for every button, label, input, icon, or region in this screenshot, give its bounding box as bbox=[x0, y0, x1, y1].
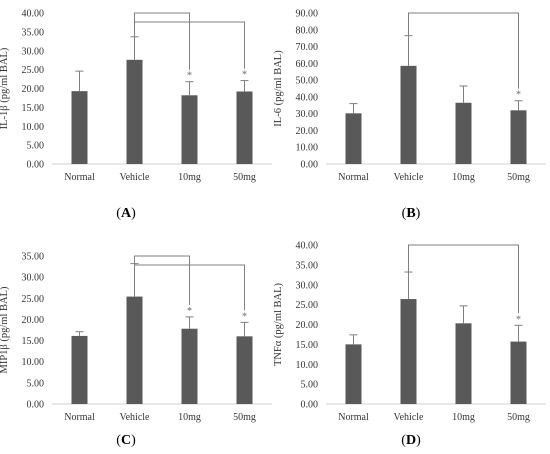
y-tick-label: 15.00 bbox=[296, 340, 319, 351]
bar-A-10mg bbox=[181, 95, 198, 164]
category-label: 50mg bbox=[233, 412, 256, 423]
category-label: 10mg bbox=[452, 172, 475, 183]
category-label: Normal bbox=[338, 412, 369, 423]
bar-B-Normal bbox=[345, 113, 362, 164]
y-tick-label: 35.00 bbox=[296, 260, 319, 271]
y-axis-label: IL-1β (pg/ml BAL) bbox=[0, 47, 10, 129]
panel-label: (B) bbox=[402, 206, 421, 221]
y-tick-label: 80.00 bbox=[296, 25, 319, 36]
y-tick-label: 25.00 bbox=[296, 300, 319, 311]
y-tick-label: 40.00 bbox=[296, 241, 319, 252]
panel-letter: D bbox=[406, 433, 416, 448]
category-label: 10mg bbox=[178, 172, 201, 183]
significance-marker: * bbox=[187, 306, 192, 317]
y-tick-label: 25.00 bbox=[22, 65, 45, 76]
panel-letter: A bbox=[121, 206, 132, 221]
panel-label: (C) bbox=[116, 433, 136, 448]
bar-A-50mg bbox=[236, 91, 253, 164]
y-tick-label: 35.00 bbox=[22, 252, 45, 263]
significance-marker: * bbox=[516, 90, 521, 101]
y-tick-label: 0.00 bbox=[301, 400, 319, 411]
category-label: 10mg bbox=[452, 412, 475, 423]
bar-A-Vehicle bbox=[126, 59, 143, 165]
bar-D-10mg bbox=[455, 323, 472, 404]
significance-marker: * bbox=[187, 71, 192, 82]
panel-letter: C bbox=[121, 433, 131, 448]
category-label: 10mg bbox=[178, 412, 201, 423]
category-label: Vehicle bbox=[394, 172, 425, 183]
bar-C-10mg bbox=[181, 328, 198, 404]
y-tick-label: 30.00 bbox=[296, 109, 319, 120]
y-tick-label: 20.00 bbox=[296, 320, 319, 331]
y-tick-label: 20.00 bbox=[22, 315, 45, 326]
bar-B-50mg bbox=[510, 110, 527, 164]
y-tick-label: 5.00 bbox=[301, 380, 319, 391]
y-tick-label: 5.00 bbox=[27, 378, 45, 389]
y-tick-label: 70.00 bbox=[296, 42, 319, 53]
category-label: Vehicle bbox=[120, 172, 151, 183]
y-tick-label: 90.00 bbox=[296, 9, 319, 20]
category-label: Normal bbox=[64, 412, 95, 423]
y-tick-label: 25.00 bbox=[22, 294, 45, 305]
y-tick-label: 10.00 bbox=[22, 357, 45, 368]
bar-A-Normal bbox=[71, 91, 88, 164]
y-tick-label: 30.00 bbox=[22, 46, 45, 57]
bar-B-10mg bbox=[455, 102, 472, 164]
category-label: 50mg bbox=[233, 172, 256, 183]
panel-label: (A) bbox=[116, 206, 136, 221]
y-tick-label: 40.00 bbox=[296, 92, 319, 103]
y-tick-label: 50.00 bbox=[296, 76, 319, 87]
comparison-bracket bbox=[408, 12, 519, 89]
category-label: Normal bbox=[338, 172, 369, 183]
y-tick-label: 10.00 bbox=[22, 122, 45, 133]
category-label: 50mg bbox=[507, 172, 530, 183]
comparison-bracket bbox=[408, 244, 519, 314]
bar-D-50mg bbox=[510, 341, 527, 404]
comparison-bracket bbox=[134, 255, 190, 305]
y-tick-label: 30.00 bbox=[296, 280, 319, 291]
bar-D-Vehicle bbox=[400, 299, 417, 404]
y-axis-label: TNFα (pg/ml BAL) bbox=[273, 282, 284, 366]
y-tick-label: 30.00 bbox=[22, 273, 45, 284]
significance-marker: * bbox=[516, 314, 521, 325]
y-tick-label: 15.00 bbox=[22, 336, 45, 347]
y-tick-label: 0.00 bbox=[27, 160, 45, 171]
y-tick-label: 15.00 bbox=[22, 103, 45, 114]
y-tick-label: 0.00 bbox=[301, 160, 319, 171]
y-tick-label: 20.00 bbox=[22, 84, 45, 95]
bar-C-Normal bbox=[71, 335, 88, 404]
y-tick-label: 5.00 bbox=[27, 141, 45, 152]
significance-marker: * bbox=[242, 311, 247, 322]
panel-letter: B bbox=[406, 206, 415, 221]
bar-D-Normal bbox=[345, 344, 362, 404]
y-tick-label: 60.00 bbox=[296, 59, 319, 70]
bar-C-50mg bbox=[236, 336, 253, 404]
y-tick-label: 10.00 bbox=[296, 143, 319, 154]
bar-B-Vehicle bbox=[400, 65, 417, 164]
bar-C-Vehicle bbox=[126, 296, 143, 404]
significance-marker: * bbox=[242, 70, 247, 81]
y-axis-label: IL-6 (pg/ml BAL) bbox=[273, 50, 284, 127]
y-axis-label: MIP1β (pg/ml BAL) bbox=[0, 286, 10, 374]
category-label: Vehicle bbox=[394, 412, 425, 423]
category-label: Normal bbox=[64, 172, 95, 183]
comparison-bracket bbox=[134, 21, 245, 69]
y-tick-label: 40.00 bbox=[22, 9, 45, 20]
y-tick-label: 0.00 bbox=[27, 400, 45, 411]
y-tick-label: 10.00 bbox=[296, 360, 319, 371]
y-tick-label: 35.00 bbox=[22, 27, 45, 38]
panel-label: (D) bbox=[401, 433, 421, 448]
category-label: 50mg bbox=[507, 412, 530, 423]
comparison-bracket bbox=[134, 263, 245, 311]
category-label: Vehicle bbox=[120, 412, 151, 423]
y-tick-label: 20.00 bbox=[296, 126, 319, 137]
